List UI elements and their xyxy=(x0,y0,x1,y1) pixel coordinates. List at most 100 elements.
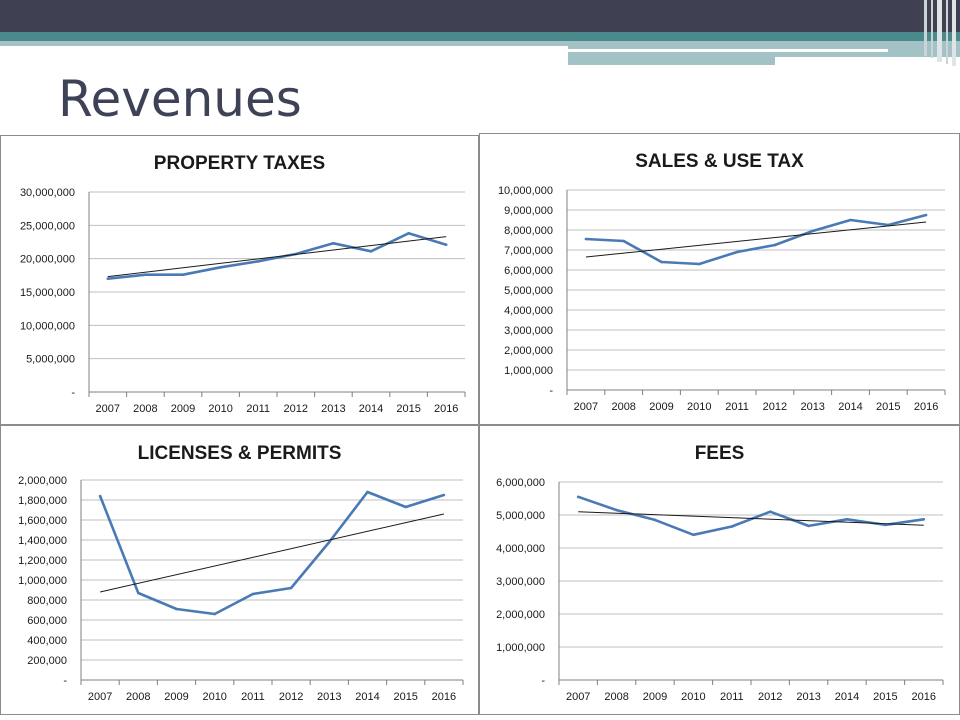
sales-use-tax-ytick-label: 2,000,000 xyxy=(504,345,553,357)
fees-xtick-label: 2014 xyxy=(835,691,859,703)
licenses-permits-ytick-label: 200,000 xyxy=(27,655,67,667)
property-taxes-point-2015 xyxy=(407,232,410,235)
sales-use-tax-ytick-label: 1,000,000 xyxy=(504,365,553,377)
licenses-permits-ytick-label: 1,000,000 xyxy=(18,575,67,587)
fees-xtick-label: 2009 xyxy=(643,691,667,703)
licenses-permits-xtick-label: 2012 xyxy=(279,691,303,703)
sales-use-tax-ytick-label: 5,000,000 xyxy=(504,285,553,297)
fees-xtick-label: 2012 xyxy=(758,691,782,703)
fees-series-line xyxy=(577,495,924,537)
fees-ytick-label: 2,000,000 xyxy=(496,609,545,621)
fees-ytick-label: - xyxy=(541,675,545,687)
licenses-permits-point-2013 xyxy=(328,540,331,544)
licenses-permits-ytick-label: 800,000 xyxy=(27,595,67,607)
fees-title: FEES xyxy=(695,443,745,464)
sales-use-tax-ytick-label: 8,000,000 xyxy=(504,225,553,237)
sales-use-tax-xtick-label: 2009 xyxy=(649,401,673,413)
sales-use-tax-xtick-label: 2010 xyxy=(687,401,711,413)
licenses-permits-xtick-label: 2015 xyxy=(393,691,417,703)
licenses-permits-point-2012 xyxy=(289,586,293,590)
fees-ytick-label: 1,000,000 xyxy=(496,642,545,654)
banner-dark-band xyxy=(0,0,960,32)
sales-use-tax-point-2016 xyxy=(924,213,928,217)
property-taxes-xtick-label: 2008 xyxy=(133,403,157,415)
banner-edge-line-3 xyxy=(937,0,942,62)
licenses-permits-point-2007 xyxy=(98,494,102,498)
sales-use-tax-xtick-label: 2011 xyxy=(725,401,749,413)
property-taxes-xtick-label: 2011 xyxy=(246,403,270,415)
licenses-permits-xtick-label: 2014 xyxy=(355,691,379,703)
property-taxes-point-2013 xyxy=(332,242,335,245)
fees-point-2014 xyxy=(845,517,849,521)
property-taxes-trendline xyxy=(107,236,447,278)
fees-xtick-label: 2008 xyxy=(604,691,628,703)
property-taxes-point-2016 xyxy=(444,243,448,246)
property-taxes-ytick-label: 25,000,000 xyxy=(20,220,75,232)
licenses-permits-xtick-label: 2013 xyxy=(317,691,341,703)
sales-use-tax-trendline xyxy=(585,221,927,258)
licenses-permits-ytick-label: 600,000 xyxy=(27,615,67,627)
sales-use-tax-ytick-label: 3,000,000 xyxy=(504,325,553,337)
fees-ytick-label: 3,000,000 xyxy=(496,576,545,588)
chart-licenses-permits: LICENSES & PERMITS - 200,000 400,000 600,000… xyxy=(0,425,479,715)
banner-edge-line-1 xyxy=(924,0,927,56)
sales-use-tax-point-2014 xyxy=(849,218,852,222)
licenses-permits-point-2015 xyxy=(404,505,408,509)
sales-use-tax-point-2008 xyxy=(622,239,625,243)
fees-point-2013 xyxy=(807,524,810,528)
fees-xtick-label: 2013 xyxy=(796,691,820,703)
property-taxes-point-2008 xyxy=(144,273,147,276)
fees-point-2012 xyxy=(768,510,772,513)
licenses-permits-point-2009 xyxy=(175,607,178,611)
fees-ytick-label: 4,000,000 xyxy=(496,543,545,555)
fees-ytick-label: 6,000,000 xyxy=(496,477,545,489)
licenses-permits-ytick-label: 400,000 xyxy=(27,635,67,647)
chart-licenses-permits-svg: LICENSES & PERMITS - 200,000 400,000 600,000… xyxy=(18,443,464,703)
sales-use-tax-ytick-label: 4,000,000 xyxy=(504,305,553,317)
licenses-permits-xtick-label: 2016 xyxy=(432,691,456,703)
licenses-permits-xtick-label: 2007 xyxy=(88,691,112,703)
fees-xtick-label: 2007 xyxy=(566,691,590,703)
property-taxes-xtick-label: 2009 xyxy=(171,403,195,415)
sales-use-tax-point-2009 xyxy=(660,260,663,264)
chart-sales-use-tax-svg: SALES & USE TAX - 1,000,000 2,000,000 3,000,… xyxy=(498,151,946,413)
licenses-permits-ytick-label: - xyxy=(63,675,67,687)
sales-use-tax-xtick-label: 2016 xyxy=(914,401,938,413)
licenses-permits-point-2010 xyxy=(213,612,216,616)
chart-fees-svg: FEES - 1,000,000 2,000,000 3,000,000 4,000,00… xyxy=(496,443,944,703)
chart-sales-use-tax: SALES & USE TAX - 1,000,000 2,000,000 3,000,… xyxy=(479,133,960,425)
property-taxes-xtick-label: 2015 xyxy=(396,403,420,415)
property-taxes-ytick-label: 10,000,000 xyxy=(20,320,75,332)
sales-use-tax-xtick-label: 2014 xyxy=(838,401,862,413)
banner-teal-band xyxy=(0,32,960,41)
fees-xtick-label: 2010 xyxy=(681,691,705,703)
chart-fees: FEES - 1,000,000 2,000,000 3,000,000 4,000,00… xyxy=(479,425,960,715)
licenses-permits-xtick-label: 2008 xyxy=(126,691,150,703)
property-taxes-xtick-label: 2012 xyxy=(284,403,308,415)
licenses-permits-ytick-label: 1,400,000 xyxy=(18,535,67,547)
slide-banner xyxy=(0,0,960,66)
fees-point-2009 xyxy=(653,518,657,522)
licenses-permits-title: LICENSES & PERMITS xyxy=(138,443,342,464)
property-taxes-ytick-label: 5,000,000 xyxy=(26,354,75,366)
banner-edge-line-4 xyxy=(946,0,948,64)
fees-point-2016 xyxy=(922,517,926,521)
sales-use-tax-ytick-label: 7,000,000 xyxy=(504,245,553,257)
licenses-permits-xtick-label: 2009 xyxy=(164,691,188,703)
sales-use-tax-ytick-label: - xyxy=(549,385,553,397)
property-taxes-title: PROPERTY TAXES xyxy=(154,153,325,174)
sales-use-tax-xtick-label: 2008 xyxy=(611,401,635,413)
banner-edge-line-5 xyxy=(952,0,956,66)
fees-xtick-label: 2011 xyxy=(720,691,744,703)
sales-use-tax-point-2010 xyxy=(698,262,701,266)
fees-point-2008 xyxy=(615,508,618,512)
licenses-permits-series-line xyxy=(98,490,445,616)
property-taxes-point-2011 xyxy=(256,260,260,263)
sales-use-tax-ytick-label: 9,000,000 xyxy=(504,205,553,217)
licenses-permits-ytick-label: 1,600,000 xyxy=(18,515,67,527)
sales-use-tax-title: SALES & USE TAX xyxy=(635,151,804,172)
chart-property-taxes-svg: PROPERTY TAXES - 5,000,000 10,000,000 15,000… xyxy=(20,153,466,415)
fees-point-2010 xyxy=(692,533,695,537)
sales-use-tax-xtick-label: 2007 xyxy=(574,401,598,413)
sales-use-tax-ytick-label: 10,000,000 xyxy=(498,185,553,197)
